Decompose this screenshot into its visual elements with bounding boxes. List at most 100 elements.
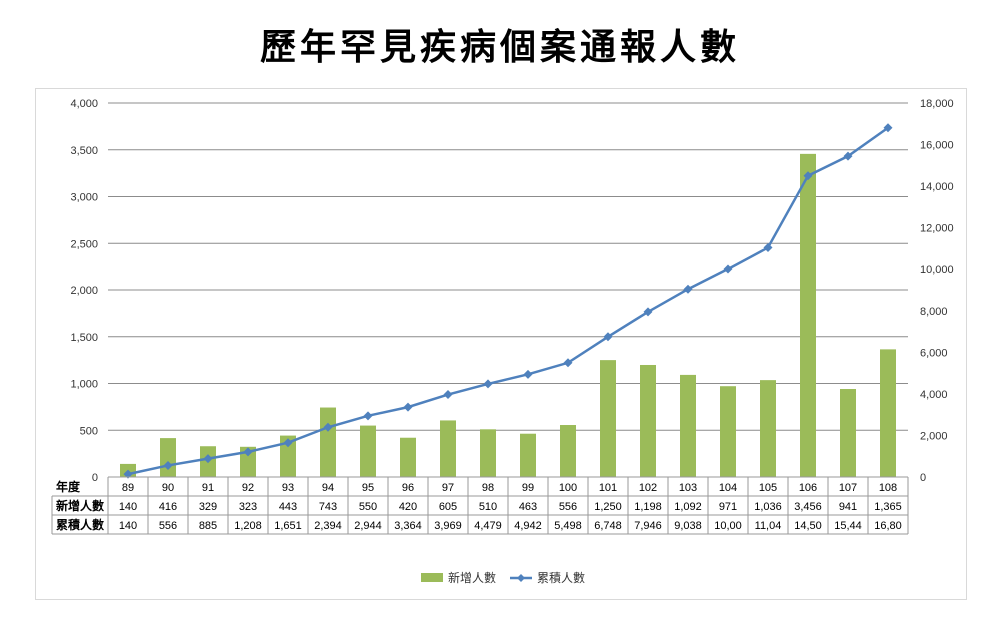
table-cell: 16,80 xyxy=(874,520,902,532)
line-marker xyxy=(283,438,293,448)
table-cell: 941 xyxy=(839,501,857,513)
table-cell: 6,748 xyxy=(594,520,622,532)
table-row-label: 新增人數 xyxy=(56,498,104,513)
bar xyxy=(520,433,536,477)
table-cell: 1,036 xyxy=(754,501,782,513)
table-cell: 140 xyxy=(119,501,137,513)
y-left-tick-label: 0 xyxy=(92,472,98,484)
table-cell: 1,198 xyxy=(634,501,662,513)
table-cell: 1,651 xyxy=(274,520,302,532)
y-left-tick-label: 4,000 xyxy=(70,98,98,110)
table-cell: 15,44 xyxy=(834,520,862,532)
table-header-label: 年度 xyxy=(56,479,81,494)
table-cell: 2,944 xyxy=(354,520,382,532)
x-category-label: 97 xyxy=(442,482,454,494)
x-category-label: 99 xyxy=(522,482,534,494)
x-category-label: 108 xyxy=(879,482,897,494)
bar xyxy=(480,429,496,477)
table-cell: 443 xyxy=(279,501,297,513)
y-left-tick-label: 1,500 xyxy=(70,332,98,344)
line-series xyxy=(127,126,889,476)
line-marker xyxy=(843,151,853,161)
y-right-tick-label: 14,000 xyxy=(920,181,954,193)
line-marker xyxy=(163,460,173,470)
bar xyxy=(240,446,256,477)
legend-swatch-bar xyxy=(421,573,443,582)
table-cell: 1,092 xyxy=(674,501,702,513)
line-marker xyxy=(243,447,253,457)
line-marker xyxy=(523,369,533,379)
legend-label: 累積人數 xyxy=(537,570,585,585)
y-right-tick-label: 4,000 xyxy=(920,389,948,401)
table-cell: 971 xyxy=(719,501,737,513)
table-cell: 9,038 xyxy=(674,520,702,532)
y-left-tick-label: 2,000 xyxy=(70,285,98,297)
table-cell: 7,946 xyxy=(634,520,662,532)
y-right-tick-label: 8,000 xyxy=(920,306,948,318)
table-cell: 556 xyxy=(159,520,177,532)
y-right-tick-label: 6,000 xyxy=(920,347,948,359)
y-right-tick-label: 12,000 xyxy=(920,223,954,235)
bar xyxy=(440,420,456,477)
table-cell: 556 xyxy=(559,501,577,513)
line-marker xyxy=(683,284,693,294)
bar xyxy=(320,407,336,477)
table-cell: 3,969 xyxy=(434,520,462,532)
bar xyxy=(800,153,816,477)
line-marker xyxy=(723,264,733,274)
x-category-label: 94 xyxy=(322,482,334,494)
line-marker xyxy=(363,411,373,421)
table-cell: 4,479 xyxy=(474,520,502,532)
table-cell: 323 xyxy=(239,501,257,513)
bar xyxy=(760,380,776,477)
bar xyxy=(600,360,616,477)
table-cell: 11,04 xyxy=(755,520,782,532)
x-category-label: 95 xyxy=(362,482,374,494)
bar xyxy=(160,438,176,477)
line-marker xyxy=(123,469,133,479)
table-cell: 885 xyxy=(199,520,217,532)
line-marker xyxy=(323,422,333,432)
table-cell: 743 xyxy=(319,501,337,513)
x-category-label: 102 xyxy=(639,482,657,494)
x-category-label: 105 xyxy=(759,482,777,494)
line-marker xyxy=(643,307,653,317)
y-right-tick-label: 10,000 xyxy=(920,264,954,276)
y-left-tick-label: 3,500 xyxy=(70,145,98,157)
line-marker xyxy=(563,358,573,368)
bar xyxy=(400,437,416,477)
table-cell: 3,364 xyxy=(394,520,422,532)
bar xyxy=(280,435,296,477)
y-right-tick-label: 2,000 xyxy=(920,430,948,442)
legend-swatch-marker xyxy=(517,574,525,582)
table-cell: 416 xyxy=(159,501,177,513)
x-category-label: 93 xyxy=(282,482,294,494)
table-cell: 510 xyxy=(479,501,497,513)
table-cell: 463 xyxy=(519,501,537,513)
table-cell: 1,208 xyxy=(234,520,262,532)
x-category-label: 106 xyxy=(799,482,817,494)
bar xyxy=(640,364,656,477)
x-category-label: 101 xyxy=(599,482,617,494)
chart-title: 歷年罕見疾病個案通報人數 xyxy=(259,26,740,68)
x-category-label: 91 xyxy=(202,482,214,494)
bar xyxy=(720,386,736,477)
legend-label: 新增人數 xyxy=(448,570,496,585)
bar xyxy=(680,374,696,477)
table-row-label: 累積人數 xyxy=(56,517,104,532)
table-cell: 10,00 xyxy=(714,520,742,532)
x-category-label: 90 xyxy=(162,482,174,494)
table-cell: 3,456 xyxy=(794,501,822,513)
x-category-label: 98 xyxy=(482,482,494,494)
table-cell: 1,365 xyxy=(874,501,902,513)
y-left-tick-label: 2,500 xyxy=(70,238,98,250)
line-marker xyxy=(443,390,453,400)
x-category-label: 96 xyxy=(402,482,414,494)
x-category-label: 104 xyxy=(719,482,737,494)
line-marker xyxy=(203,454,213,464)
x-category-label: 107 xyxy=(839,482,857,494)
table-cell: 140 xyxy=(119,520,137,532)
line-marker xyxy=(403,402,413,412)
line-marker xyxy=(763,243,773,253)
